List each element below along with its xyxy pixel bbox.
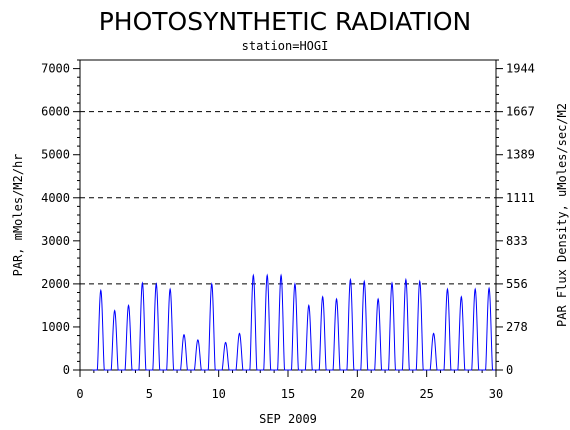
left-tick-label: 3000	[41, 234, 70, 248]
x-tick-label: 20	[350, 387, 364, 401]
left-tick-label: 2000	[41, 277, 70, 291]
right-tick-label: 833	[506, 234, 528, 248]
gridlines	[80, 111, 496, 285]
x-tick-label: 5	[146, 387, 153, 401]
plot-frame	[79, 59, 497, 371]
left-tick-label: 5000	[41, 148, 70, 162]
right-tick-label: 1111	[506, 191, 535, 205]
right-tick-label: 278	[506, 320, 528, 334]
right-tick-label: 1667	[506, 105, 535, 119]
x-tick-label: 30	[489, 387, 503, 401]
right-tick-label: 556	[506, 277, 528, 291]
axis-ticks	[73, 59, 503, 377]
tick-labels: 0 1000 2000 3000 4000 5000 6000 7000 0 278 556 833 1…	[41, 62, 535, 401]
left-tick-label: 7000	[41, 62, 70, 76]
left-tick-label: 1000	[41, 320, 70, 334]
left-tick-label: 4000	[41, 191, 70, 205]
x-tick-label: 0	[76, 387, 83, 401]
left-axis-label: PAR, mMoles/M2/hr	[11, 154, 25, 277]
chart-subtitle: station=HOGI	[242, 39, 329, 53]
chart-title: PHOTOSYNTHETIC RADIATION	[99, 7, 472, 36]
right-tick-label: 1944	[506, 62, 535, 76]
series-layer	[92, 273, 496, 371]
x-axis-label: SEP 2009	[259, 412, 317, 426]
right-tick-label: 0	[506, 363, 513, 377]
left-tick-label: 0	[63, 363, 70, 377]
right-axis-label: PAR Flux Density, uMoles/sec/M2	[555, 103, 569, 327]
right-tick-label: 1389	[506, 148, 535, 162]
par-series-line	[92, 273, 496, 371]
left-tick-label: 6000	[41, 105, 70, 119]
x-tick-label: 25	[419, 387, 433, 401]
x-tick-label: 10	[211, 387, 225, 401]
x-tick-label: 15	[281, 387, 295, 401]
